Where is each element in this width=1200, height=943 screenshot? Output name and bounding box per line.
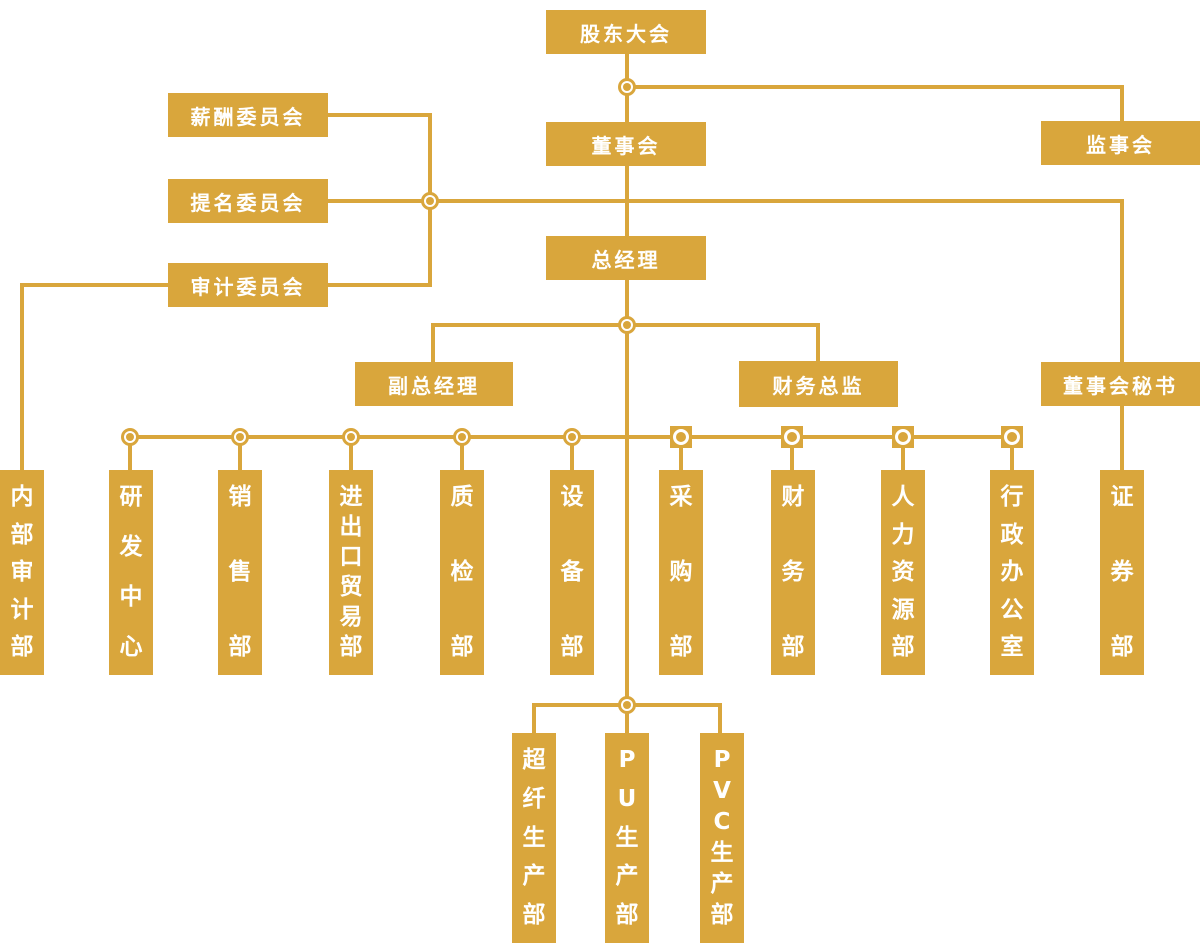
node-finance-director: 财务总监 (739, 361, 898, 407)
connector-line (532, 703, 536, 733)
connector-line (1010, 437, 1014, 470)
connector-line (627, 85, 1122, 89)
node-nomination-committee: 提名委员会 (168, 179, 328, 223)
connector-line (328, 199, 1122, 203)
node-dept-human-resources: 人力资源部 (881, 470, 925, 675)
connector-line (901, 437, 905, 470)
node-prod-microfiber: 超纤生产部 (512, 733, 556, 943)
node-dept-equipment: 设备部 (550, 470, 594, 675)
node-dept-procurement: 采购部 (659, 470, 703, 675)
connector-line (238, 437, 242, 470)
node-dept-import-export-trade: 进出口贸易部 (329, 470, 373, 675)
node-dept-securities: 证券部 (1100, 470, 1144, 675)
connector-node-circle (231, 428, 249, 446)
connector-node-circle (618, 696, 636, 714)
node-deputy-general-manager: 副总经理 (355, 362, 513, 406)
connector-line (349, 437, 353, 470)
connector-node-circle (342, 428, 360, 446)
connector-node-square (1001, 426, 1023, 448)
connector-line (460, 437, 464, 470)
connector-node-square (892, 426, 914, 448)
node-dept-admin-office: 行政办公室 (990, 470, 1034, 675)
connector-line (328, 283, 428, 287)
connector-node-circle (453, 428, 471, 446)
node-general-manager: 总经理 (546, 236, 706, 280)
connector-node-circle (618, 78, 636, 96)
connector-node-circle (563, 428, 581, 446)
connector-line (570, 437, 574, 470)
connector-line (679, 437, 683, 470)
connector-line (1120, 199, 1124, 362)
node-dept-internal-audit: 内部审计部 (0, 470, 44, 675)
connector-node-circle (421, 192, 439, 210)
node-shareholders-meeting: 股东大会 (546, 10, 706, 54)
node-board-of-directors: 董事会 (546, 122, 706, 166)
connector-node-square (781, 426, 803, 448)
node-dept-quality-inspection: 质检部 (440, 470, 484, 675)
node-audit-committee: 审计委员会 (168, 263, 328, 307)
connector-line (128, 437, 132, 470)
connector-line (20, 283, 24, 470)
connector-line (816, 323, 820, 361)
node-board-secretary: 董事会秘书 (1041, 362, 1200, 406)
connector-line (625, 280, 629, 733)
node-dept-rnd-center: 研发中心 (109, 470, 153, 675)
connector-node-circle (121, 428, 139, 446)
node-dept-sales: 销售部 (218, 470, 262, 675)
connector-node-circle (618, 316, 636, 334)
connector-line (431, 323, 435, 362)
connector-line (790, 437, 794, 470)
node-dept-finance: 财务部 (771, 470, 815, 675)
node-compensation-committee: 薪酬委员会 (168, 93, 328, 137)
node-supervisory-board: 监事会 (1041, 121, 1200, 165)
connector-line (328, 113, 432, 117)
connector-line (1120, 85, 1124, 121)
connector-line (718, 703, 722, 733)
connector-line (1120, 406, 1124, 470)
connector-line (22, 283, 168, 287)
connector-node-square (670, 426, 692, 448)
